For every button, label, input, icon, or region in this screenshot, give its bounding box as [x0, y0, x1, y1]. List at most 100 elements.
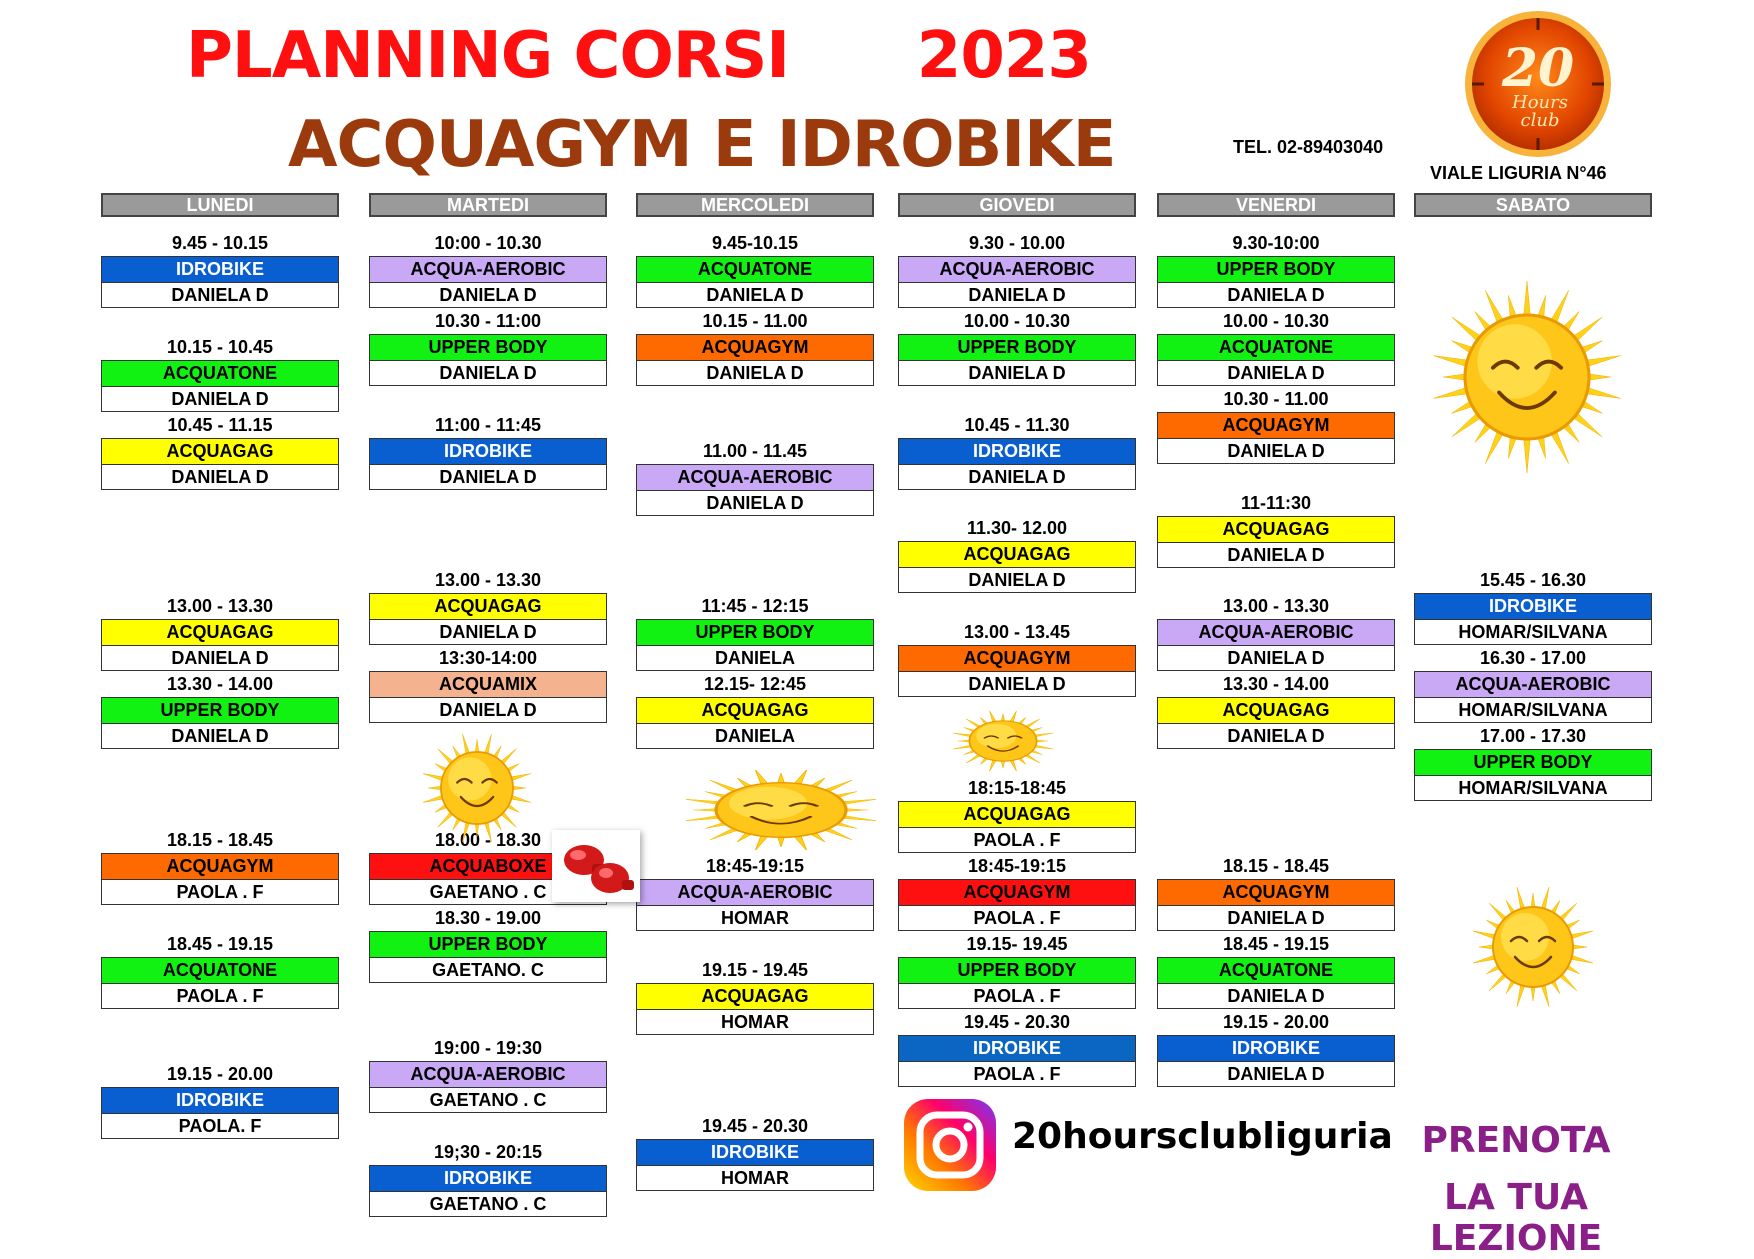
class-name[interactable]: ACQUA-AEROBIC — [898, 256, 1136, 282]
class-name[interactable]: ACQUATONE — [101, 360, 339, 386]
class-name[interactable]: IDROBIKE — [369, 438, 607, 464]
sun-illustration-large — [1433, 280, 1621, 474]
slot-time: 9.30-10:00 — [1232, 233, 1320, 253]
slot-time: 11.00 - 11.45 — [702, 441, 808, 461]
class-name[interactable]: UPPER BODY — [101, 697, 339, 723]
class-name[interactable]: ACQUAGAG — [1157, 697, 1395, 723]
instructor-name: PAOLA . F — [898, 983, 1136, 1009]
instructor-name: DANIELA D — [369, 619, 607, 645]
slot-time: 10.45 - 11.15 — [167, 415, 273, 435]
cta-line-1: PRENOTA — [1421, 1120, 1611, 1161]
class-name[interactable]: IDROBIKE — [898, 1035, 1136, 1061]
page-subtitle: ACQUAGYM E IDROBIKE — [288, 108, 1116, 182]
instructor-name: DANIELA D — [1157, 360, 1395, 386]
instructor-name: DANIELA D — [101, 645, 339, 671]
class-name[interactable]: ACQUAGAG — [898, 541, 1136, 567]
class-name[interactable]: ACQUAGAG — [101, 438, 339, 464]
class-name[interactable]: ACQUATONE — [636, 256, 874, 282]
slot-time: 18.30 - 19.00 — [434, 908, 542, 928]
slot-time: 10.45 - 11.30 — [964, 415, 1070, 435]
slot-time: 17.00 - 17.30 — [1479, 726, 1587, 746]
class-name[interactable]: IDROBIKE — [898, 438, 1136, 464]
instructor-name: DANIELA D — [636, 282, 874, 308]
instructor-name: DANIELA D — [898, 567, 1136, 593]
class-name[interactable]: ACQUA-AEROBIC — [1414, 671, 1652, 697]
instagram-handle[interactable]: 20hoursclubliguria — [1012, 1116, 1393, 1157]
class-name[interactable]: ACQUAGAG — [636, 983, 874, 1009]
slot-time: 12.15- 12:45 — [703, 674, 807, 694]
class-name[interactable]: IDROBIKE — [369, 1165, 607, 1191]
slot-time: 10.15 - 10.45 — [166, 337, 274, 357]
class-name[interactable]: ACQUAGYM — [898, 645, 1136, 671]
slot-time: 18:45-19:15 — [967, 856, 1067, 876]
class-name[interactable]: ACQUA-AEROBIC — [369, 1061, 607, 1087]
class-name[interactable]: ACQUAGAG — [369, 593, 607, 619]
class-name[interactable]: UPPER BODY — [898, 334, 1136, 360]
page-title: PLANNING CORSI 2023 — [186, 19, 1092, 93]
club-logo: 20 Hours club — [1465, 11, 1611, 157]
slot-time: 10:00 - 10.30 — [434, 233, 542, 253]
slot-time: 16.30 - 17.00 — [1479, 648, 1587, 668]
instructor-name: DANIELA D — [101, 464, 339, 490]
class-name[interactable]: ACQUAGAG — [636, 697, 874, 723]
instructor-name: PAOLA . F — [101, 879, 339, 905]
slot-time: 9.45-10.15 — [711, 233, 799, 253]
instructor-name: GAETANO . C — [369, 1087, 607, 1113]
class-name[interactable]: IDROBIKE — [101, 256, 339, 282]
class-name[interactable]: UPPER BODY — [369, 334, 607, 360]
class-name[interactable]: UPPER BODY — [898, 957, 1136, 983]
instructor-name: DANIELA D — [898, 282, 1136, 308]
class-name[interactable]: UPPER BODY — [636, 619, 874, 645]
class-name[interactable]: ACQUAGYM — [101, 853, 339, 879]
sun-illustration-thursday — [952, 710, 1054, 772]
sun-illustration-wednesday — [686, 770, 876, 850]
class-name[interactable]: ACQUAGYM — [898, 879, 1136, 905]
class-name[interactable]: ACQUAMIX — [369, 671, 607, 697]
class-name[interactable]: ACQUATONE — [1157, 334, 1395, 360]
slot-time: 13.00 - 13.30 — [1222, 596, 1330, 616]
class-name[interactable]: IDROBIKE — [636, 1139, 874, 1165]
class-name[interactable]: IDROBIKE — [1414, 593, 1652, 619]
class-name[interactable]: ACQUAGAG — [1157, 516, 1395, 542]
instructor-name: HOMAR/SILVANA — [1414, 697, 1652, 723]
class-name[interactable]: UPPER BODY — [1414, 749, 1652, 775]
slot-time: 19.45 - 20.30 — [963, 1012, 1071, 1032]
cta-line-2: LA TUA LEZIONE — [1429, 1177, 1603, 1259]
instructor-name: DANIELA D — [1157, 723, 1395, 749]
slot-time: 11:45 - 12:15 — [701, 596, 809, 616]
logo-text-club: club — [1521, 110, 1560, 131]
instructor-name: DANIELA D — [1157, 645, 1395, 671]
instructor-name: DANIELA D — [898, 360, 1136, 386]
class-name[interactable]: IDROBIKE — [101, 1087, 339, 1113]
slot-time: 11-11:30 — [1240, 493, 1312, 513]
class-name[interactable]: ACQUA-AEROBIC — [1157, 619, 1395, 645]
class-name[interactable]: ACQUAGYM — [1157, 412, 1395, 438]
slot-time: 15.45 - 16.30 — [1479, 570, 1587, 590]
instructor-name: DANIELA D — [1157, 542, 1395, 568]
class-name[interactable]: ACQUA-AEROBIC — [636, 464, 874, 490]
instructor-name: DANIELA D — [101, 282, 339, 308]
instructor-name: DANIELA D — [369, 697, 607, 723]
slot-time: 10.15 - 11.00 — [702, 311, 808, 331]
instructor-name: DANIELA D — [369, 282, 607, 308]
class-name[interactable]: ACQUAGAG — [898, 801, 1136, 827]
instagram-icon[interactable] — [900, 1095, 1000, 1195]
slot-time: 19.15 - 19.45 — [701, 960, 809, 980]
slot-time: 11.30- 12.00 — [966, 518, 1068, 538]
class-name[interactable]: ACQUA-AEROBIC — [369, 256, 607, 282]
class-name[interactable]: IDROBIKE — [1157, 1035, 1395, 1061]
class-name[interactable]: UPPER BODY — [1157, 256, 1395, 282]
class-name[interactable]: ACQUAGYM — [636, 334, 874, 360]
slot-time: 19.15- 19.45 — [966, 934, 1068, 954]
class-name[interactable]: UPPER BODY — [369, 931, 607, 957]
class-name[interactable]: ACQUATONE — [1157, 957, 1395, 983]
class-name[interactable]: ACQUAGAG — [101, 619, 339, 645]
address: VIALE LIGURIA N°46 — [1430, 163, 1607, 183]
class-name[interactable]: ACQUATONE — [101, 957, 339, 983]
day-header-venerdi: VENERDI — [1157, 193, 1395, 217]
class-name[interactable]: ACQUA-AEROBIC — [636, 879, 874, 905]
instructor-name: HOMAR — [636, 1009, 874, 1035]
instructor-name: DANIELA — [636, 645, 874, 671]
class-name[interactable]: ACQUAGYM — [1157, 879, 1395, 905]
instructor-name: DANIELA D — [1157, 1061, 1395, 1087]
